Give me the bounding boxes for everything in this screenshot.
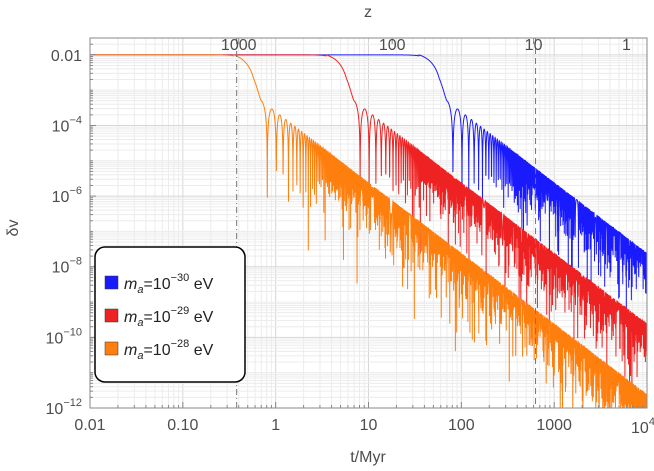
top-tick-label: 1000 xyxy=(221,37,257,54)
series-line xyxy=(90,54,647,408)
y-axis-title: δv xyxy=(5,220,22,237)
top-tick-label: 100 xyxy=(379,37,406,54)
x-tick-label: 0.01 xyxy=(74,417,105,434)
x-tick-label: 104 xyxy=(631,416,654,437)
x-tick-label: 0.10 xyxy=(167,417,198,434)
y-tick-label: 10−12 xyxy=(46,397,82,418)
x-tick-label: 100 xyxy=(448,417,475,434)
y-tick-label: 10−4 xyxy=(52,114,82,135)
legend-label: ma=10−29 eV xyxy=(124,305,214,329)
legend-swatch xyxy=(104,308,119,323)
legend-swatch xyxy=(104,275,119,290)
y-tick-label: 10−6 xyxy=(52,185,82,206)
x-tick-label: 1000 xyxy=(536,417,572,434)
legend-label: ma=10−30 eV xyxy=(124,272,214,296)
x-axis-title: t/Myr xyxy=(350,449,386,466)
x-tick-label: 10 xyxy=(360,417,378,434)
x-tick-label: 1 xyxy=(271,417,280,434)
legend-label: ma=10−28 eV xyxy=(124,338,214,362)
legend-box xyxy=(94,246,246,383)
y-tick-label: 10−8 xyxy=(52,256,82,277)
legend-swatch xyxy=(104,341,119,356)
top-tick-label: 10 xyxy=(525,37,543,54)
y-tick-label: 10−10 xyxy=(46,326,82,347)
top-tick-label: 1 xyxy=(622,37,631,54)
data-curves xyxy=(90,54,647,408)
legend: ma=10−30 eV ma=10−29 eV ma=10−28 eV xyxy=(94,246,246,383)
y-tick-label: 0.01 xyxy=(51,48,82,65)
top-axis-title: z xyxy=(364,4,372,21)
axis-ticks: 0.01 0.10 1 10 100 1000 104 0.01 10−4 10−6 10−8 10−… xyxy=(46,37,654,437)
